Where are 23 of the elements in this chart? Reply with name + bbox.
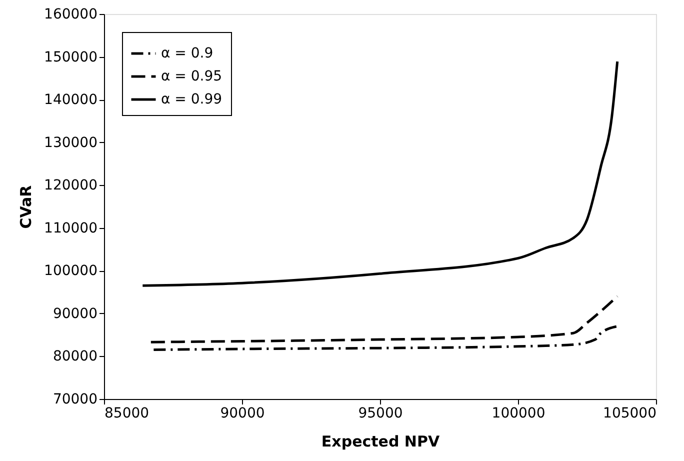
line-series — [152, 325, 619, 352]
legend-label: α = 0.95 — [161, 68, 222, 84]
legend-label: α = 0.9 — [161, 46, 214, 62]
y-tick-label: 100000 — [44, 263, 98, 280]
x-tick-label: 85000 — [104, 406, 150, 422]
legend-label: α = 0.99 — [161, 92, 222, 108]
y-axis-title: CVaR — [17, 184, 36, 229]
x-axis-title: Expected NPV — [321, 432, 440, 450]
y-tick-label: 130000 — [44, 134, 98, 151]
x-tick-label: 100000 — [492, 406, 546, 422]
y-tick-label: 70000 — [52, 392, 98, 408]
y-tick-label: 160000 — [44, 6, 98, 22]
x-tick-label: 95000 — [358, 406, 403, 422]
y-tick-label: 150000 — [44, 49, 98, 66]
x-tick-label: 105000 — [603, 406, 656, 422]
y-tick-label: 120000 — [44, 178, 98, 194]
y-tick-label: 90000 — [52, 306, 98, 322]
y-tick-label: 140000 — [44, 92, 98, 108]
line-series — [141, 60, 619, 287]
x-tick-label: 90000 — [220, 406, 265, 422]
line-series — [150, 295, 619, 344]
y-tick-label: 80000 — [52, 348, 98, 365]
y-tick-label: 110000 — [44, 220, 98, 236]
